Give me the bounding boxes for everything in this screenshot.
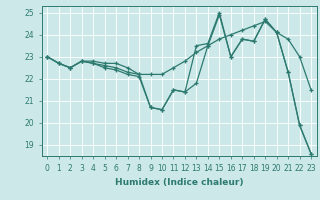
X-axis label: Humidex (Indice chaleur): Humidex (Indice chaleur)	[115, 178, 244, 187]
